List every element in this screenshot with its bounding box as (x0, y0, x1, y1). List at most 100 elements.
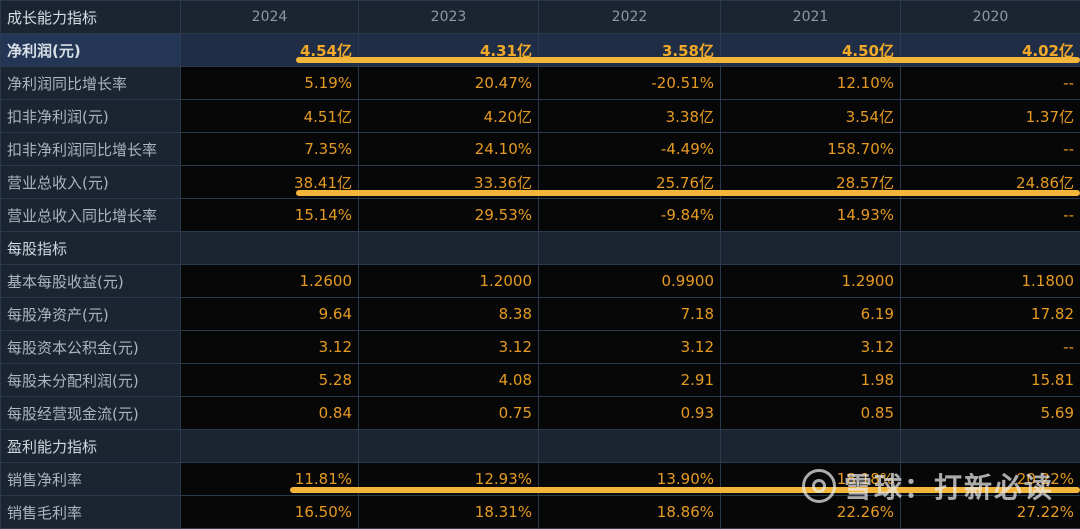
value-cell: -20.51% (539, 67, 721, 100)
value-cell: 4.20亿 (359, 100, 539, 133)
value-cell: 5.19% (181, 67, 359, 100)
value-cell: 24.86亿 (901, 166, 1080, 199)
value-cell: 15.14% (181, 199, 359, 232)
value-cell: 0.75 (359, 397, 539, 430)
value-cell: 13.90% (539, 463, 721, 496)
section-empty-cell (539, 430, 721, 463)
value-cell: -- (901, 199, 1080, 232)
value-cell: -- (901, 67, 1080, 100)
row-label: 销售毛利率 (1, 496, 181, 529)
value-cell: 7.18 (539, 298, 721, 331)
value-cell: 1.98 (721, 364, 901, 397)
value-cell: 29.53% (359, 199, 539, 232)
value-cell: 14.93% (721, 199, 901, 232)
row-label: 营业总收入(元) (1, 166, 181, 199)
value-cell: 7.35% (181, 133, 359, 166)
value-cell: 4.31亿 (359, 34, 539, 67)
section-empty-cell (539, 232, 721, 265)
value-cell: 22.26% (721, 496, 901, 529)
value-cell: 28.57亿 (721, 166, 901, 199)
row-label: 净利润同比增长率 (1, 67, 181, 100)
header-row: 成长能力指标 2024 2023 2022 2021 2020 (1, 1, 1080, 34)
value-cell: 0.9900 (539, 265, 721, 298)
value-cell: 1.2900 (721, 265, 901, 298)
row-label: 销售净利率 (1, 463, 181, 496)
section-empty-cell (721, 430, 901, 463)
year-header[interactable]: 2021 (721, 1, 901, 34)
value-cell: 27.22% (901, 496, 1080, 529)
value-cell: 5.28 (181, 364, 359, 397)
value-cell: 1.1800 (901, 265, 1080, 298)
row-label: 每股未分配利润(元) (1, 364, 181, 397)
value-cell: 6.19 (721, 298, 901, 331)
value-cell: 1.2600 (181, 265, 359, 298)
section-empty-cell (359, 232, 539, 265)
year-header[interactable]: 2022 (539, 1, 721, 34)
value-cell: 0.85 (721, 397, 901, 430)
value-cell: 4.54亿 (181, 34, 359, 67)
value-cell: 18.18% (721, 463, 901, 496)
value-cell: 15.81 (901, 364, 1080, 397)
value-cell: 1.2000 (359, 265, 539, 298)
value-cell: 8.38 (359, 298, 539, 331)
value-cell: 4.50亿 (721, 34, 901, 67)
value-cell: -- (901, 331, 1080, 364)
row-label: 扣非净利润同比增长率 (1, 133, 181, 166)
value-cell: 2.91 (539, 364, 721, 397)
row-label: 每股资本公积金(元) (1, 331, 181, 364)
section-empty-cell (181, 232, 359, 265)
value-cell: 3.54亿 (721, 100, 901, 133)
value-cell: 33.36亿 (359, 166, 539, 199)
value-cell: 0.93 (539, 397, 721, 430)
value-cell: 4.02亿 (901, 34, 1080, 67)
value-cell: 25.76亿 (539, 166, 721, 199)
value-cell: 9.64 (181, 298, 359, 331)
section-empty-cell (721, 232, 901, 265)
section-empty-cell (901, 430, 1080, 463)
value-cell: -4.49% (539, 133, 721, 166)
section-empty-cell (901, 232, 1080, 265)
value-cell: 38.41亿 (181, 166, 359, 199)
row-label: 净利润(元) (1, 34, 181, 67)
value-cell: 16.50% (181, 496, 359, 529)
section-empty-cell (181, 430, 359, 463)
value-cell: 0.84 (181, 397, 359, 430)
value-cell: 3.12 (181, 331, 359, 364)
value-cell: 24.10% (359, 133, 539, 166)
row-label: 扣非净利润(元) (1, 100, 181, 133)
value-cell: 3.12 (721, 331, 901, 364)
value-cell: 12.93% (359, 463, 539, 496)
row-label: 营业总收入同比增长率 (1, 199, 181, 232)
section-empty-cell (359, 430, 539, 463)
value-cell: 12.10% (721, 67, 901, 100)
value-cell: -- (901, 133, 1080, 166)
value-cell: 4.08 (359, 364, 539, 397)
value-cell: -9.84% (539, 199, 721, 232)
value-cell: 3.38亿 (539, 100, 721, 133)
section-label: 每股指标 (1, 232, 181, 265)
row-label: 每股经营现金流(元) (1, 397, 181, 430)
year-header[interactable]: 2020 (901, 1, 1080, 34)
value-cell: 17.82 (901, 298, 1080, 331)
value-cell: 20.47% (359, 67, 539, 100)
year-header[interactable]: 2024 (181, 1, 359, 34)
value-cell: 3.12 (539, 331, 721, 364)
value-cell: 3.12 (359, 331, 539, 364)
value-cell: 20.22% (901, 463, 1080, 496)
year-header[interactable]: 2023 (359, 1, 539, 34)
section-header-row: 盈利能力指标 (1, 430, 1080, 463)
value-cell: 158.70% (721, 133, 901, 166)
section-header-row: 每股指标 (1, 232, 1080, 265)
section-label: 盈利能力指标 (1, 430, 181, 463)
value-cell: 4.51亿 (181, 100, 359, 133)
